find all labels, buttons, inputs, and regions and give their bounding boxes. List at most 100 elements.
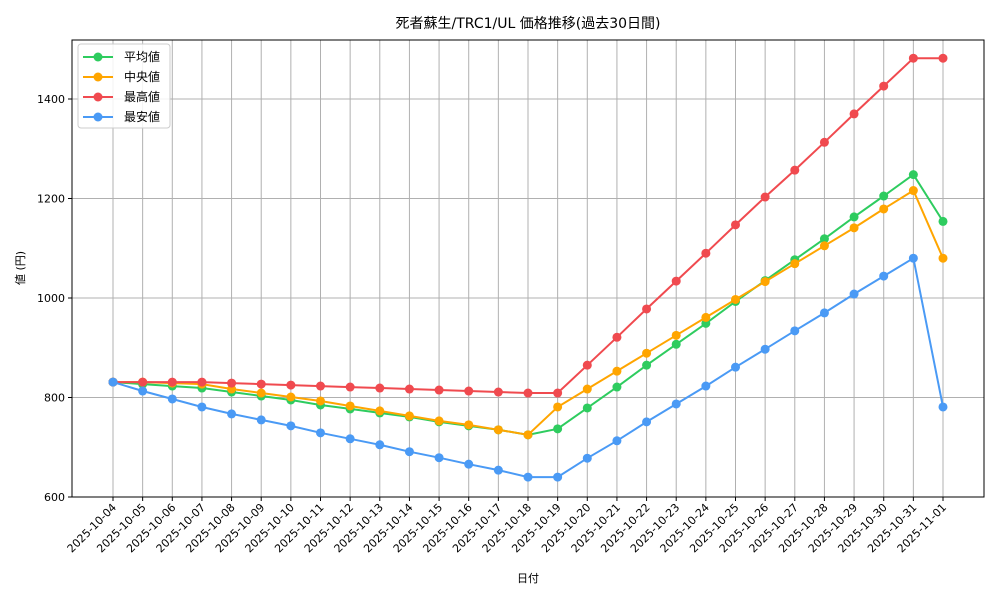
legend-item: 最安値 <box>83 109 160 124</box>
y-axis-label: 値 (円) <box>14 251 27 285</box>
data-point <box>879 204 889 214</box>
legend-item: 最高値 <box>83 89 160 104</box>
data-point <box>671 399 681 409</box>
x-axis: 2025-10-042025-10-052025-10-062025-10-07… <box>65 497 949 555</box>
data-point <box>553 424 563 434</box>
legend-marker-icon <box>93 52 103 62</box>
data-point <box>671 330 681 340</box>
data-point <box>612 332 622 342</box>
data-point <box>612 436 622 446</box>
data-point <box>434 385 444 395</box>
data-point <box>582 360 592 370</box>
legend-marker-icon <box>93 112 103 122</box>
data-point <box>701 248 711 258</box>
data-point <box>316 381 325 391</box>
data-point <box>138 386 148 396</box>
data-point <box>642 304 652 314</box>
data-point <box>819 241 829 251</box>
y-tick-label: 1400 <box>37 93 65 106</box>
data-point <box>760 277 770 287</box>
data-point <box>908 170 918 180</box>
data-point <box>375 406 385 416</box>
legend-label: 最安値 <box>124 109 160 124</box>
data-point <box>849 212 859 222</box>
data-point <box>464 420 474 430</box>
data-point <box>760 192 770 202</box>
data-point <box>553 388 563 398</box>
data-point <box>612 366 622 376</box>
y-tick-label: 1000 <box>37 292 65 305</box>
data-point <box>642 360 652 370</box>
data-point <box>582 384 592 394</box>
data-point <box>790 259 800 269</box>
data-point <box>197 402 207 412</box>
data-point <box>849 109 859 119</box>
data-point <box>523 388 533 398</box>
data-point <box>553 472 563 482</box>
data-point <box>819 234 829 244</box>
data-point <box>671 276 681 286</box>
data-point <box>938 53 948 63</box>
y-axis: 600 800 1000 1200 1400 <box>37 93 72 504</box>
data-point <box>227 378 237 388</box>
data-point <box>256 388 266 398</box>
data-point <box>671 339 681 349</box>
data-point <box>582 453 592 463</box>
legend-item: 平均値 <box>83 49 160 64</box>
y-tick-label: 600 <box>44 491 65 504</box>
data-point <box>938 402 948 412</box>
data-point <box>879 81 889 91</box>
data-point <box>701 312 711 322</box>
data-point <box>908 186 918 196</box>
legend-item: 中央値 <box>83 69 160 84</box>
data-point <box>464 459 474 469</box>
chart-title: 死者蘇生/TRC1/UL 価格推移(過去30日間) <box>396 16 661 32</box>
data-point <box>493 425 503 435</box>
data-point <box>938 216 948 226</box>
y-tick-label: 1200 <box>37 193 65 206</box>
data-point <box>642 348 652 358</box>
data-point <box>286 392 296 402</box>
data-point <box>345 401 355 411</box>
data-point <box>523 430 533 440</box>
data-point <box>404 411 414 421</box>
data-point <box>256 379 266 389</box>
legend-marker-icon <box>93 92 103 102</box>
data-point <box>731 220 740 230</box>
data-point <box>493 465 503 475</box>
data-point <box>642 417 652 427</box>
legend-label: 最高値 <box>124 89 160 104</box>
legend-label: 平均値 <box>124 49 160 64</box>
data-point <box>849 223 859 233</box>
data-point <box>731 362 740 372</box>
data-point <box>375 383 385 393</box>
data-point <box>227 409 237 419</box>
data-point <box>879 271 889 281</box>
data-point <box>167 394 177 404</box>
data-point <box>404 447 414 457</box>
data-point <box>345 434 355 444</box>
data-point <box>316 428 325 438</box>
data-point <box>493 387 503 397</box>
legend-label: 中央値 <box>124 69 160 84</box>
data-point <box>108 377 118 387</box>
data-point <box>138 377 148 387</box>
series-lines <box>108 53 948 482</box>
legend-marker-icon <box>93 72 103 82</box>
data-point <box>879 191 889 201</box>
data-point <box>286 380 296 390</box>
data-point <box>553 402 563 412</box>
data-point <box>819 308 829 318</box>
y-tick-label: 800 <box>44 392 65 405</box>
data-point <box>523 472 533 482</box>
data-point <box>434 453 444 463</box>
data-point <box>464 386 474 396</box>
data-point <box>582 403 592 413</box>
x-axis-label: 日付 <box>517 572 539 585</box>
data-point <box>256 415 266 425</box>
series-line <box>108 253 948 482</box>
data-point <box>760 344 770 354</box>
data-point <box>849 289 859 299</box>
